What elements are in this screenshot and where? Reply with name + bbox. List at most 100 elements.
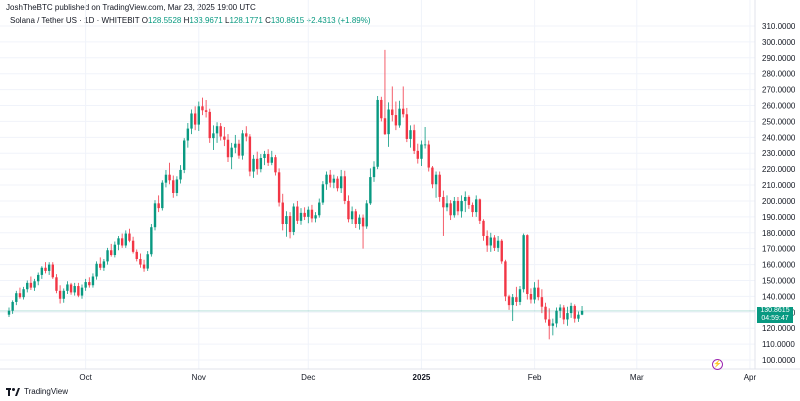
candle-body (434, 174, 438, 185)
candle-body (252, 158, 255, 172)
candle-body (515, 297, 518, 302)
candle-body (456, 200, 460, 212)
candle-body (307, 209, 310, 217)
candle-body (555, 310, 558, 324)
candle-body (201, 106, 204, 111)
candle-body (343, 176, 346, 201)
candle-body (482, 220, 485, 236)
candle-body (164, 174, 168, 183)
candle-body (416, 150, 419, 159)
candle-body (383, 118, 387, 135)
y-tick-label: 270.0000 (762, 86, 796, 95)
candle-body (529, 293, 533, 300)
candle-body (277, 172, 281, 203)
candle-body (102, 261, 106, 268)
candle-body (566, 313, 569, 320)
candle-body (142, 264, 146, 269)
candle-body (223, 136, 226, 140)
candle-body (117, 238, 120, 245)
time-axis[interactable]: Oct Nov Dec 2025 Feb Mar Apr (79, 373, 756, 382)
y-tick-label: 160.0000 (762, 261, 796, 270)
x-tick-label: Mar (630, 373, 644, 382)
candle-body (128, 233, 131, 241)
candle-body (310, 209, 314, 219)
candle-body (186, 128, 190, 141)
candle-body (467, 196, 471, 205)
close-value: 130.8615 (270, 16, 305, 25)
candle-body (412, 130, 416, 151)
high-key: H (183, 16, 190, 25)
candle-body (544, 306, 547, 320)
candle-body (7, 310, 11, 315)
candle-body (212, 133, 215, 139)
candle-body (358, 217, 361, 225)
lightning-icon[interactable]: ⚡ (712, 359, 723, 370)
candles (7, 49, 584, 340)
candle-body (84, 282, 87, 288)
footer-brand[interactable]: TradingView (6, 387, 68, 396)
candle-body (124, 233, 127, 246)
candle-body (179, 169, 182, 180)
candle-body (548, 319, 551, 326)
candle-body (91, 276, 95, 286)
candle-body (405, 114, 409, 139)
candle-body (40, 267, 44, 275)
candle-body (69, 284, 73, 293)
candle-body (558, 307, 562, 311)
candle-body (77, 286, 80, 296)
tradingview-logo-icon (6, 387, 20, 396)
candle-body (266, 154, 270, 163)
candle-body (350, 211, 354, 220)
y-tick-label: 260.0000 (762, 102, 796, 111)
candle-body (248, 136, 252, 172)
candle-body (168, 174, 171, 181)
candle-body (241, 133, 244, 156)
candle-body (464, 196, 467, 201)
bar-countdown: 04:59:47 (761, 315, 789, 322)
candle-body (285, 216, 288, 225)
candle-body (299, 212, 303, 221)
candle-body (259, 158, 263, 170)
candle-body (387, 109, 390, 135)
candle-body (106, 250, 109, 262)
x-tick-label: Oct (79, 373, 92, 382)
candle-body (329, 174, 332, 183)
y-tick-label: 150.0000 (762, 276, 796, 285)
candle-body (573, 305, 576, 319)
x-tick-label: Apr (744, 373, 757, 382)
candle-body (577, 314, 580, 319)
candle-body (281, 202, 284, 225)
candle-body (347, 200, 350, 220)
candle-body (402, 108, 405, 115)
y-tick-label: 190.0000 (762, 213, 796, 222)
footer-brand-label: TradingView (24, 387, 69, 396)
y-tick-label: 140.0000 (762, 292, 796, 301)
candle-body (263, 154, 266, 159)
candle-body (332, 178, 336, 183)
candle-body (475, 199, 478, 213)
y-tick-label: 120.0000 (762, 324, 796, 333)
candle-body (489, 237, 492, 246)
candle-body (445, 203, 449, 208)
candle-body (318, 202, 321, 216)
candle-body (26, 282, 29, 290)
last-price-label: 130.8615 (760, 307, 790, 314)
price-axis[interactable]: 100.0000110.0000120.0000130.0000140.0000… (762, 22, 796, 365)
candle-body (226, 139, 230, 158)
candle-body (537, 287, 540, 298)
candle-body (190, 113, 193, 129)
candle-body (296, 206, 299, 221)
candle-body (58, 290, 62, 299)
candle-body (113, 244, 117, 256)
candle-body (485, 235, 489, 246)
candle-body (365, 203, 368, 227)
candle-body (431, 167, 434, 185)
candle-body (423, 144, 427, 146)
symbol-title[interactable]: Solana / Tether US · 1D · WHITEBIT (10, 16, 140, 25)
candle-body (230, 147, 233, 158)
grid-lines (0, 0, 755, 369)
candle-body (47, 264, 51, 271)
candle-body (37, 274, 40, 282)
candle-body (88, 282, 91, 286)
